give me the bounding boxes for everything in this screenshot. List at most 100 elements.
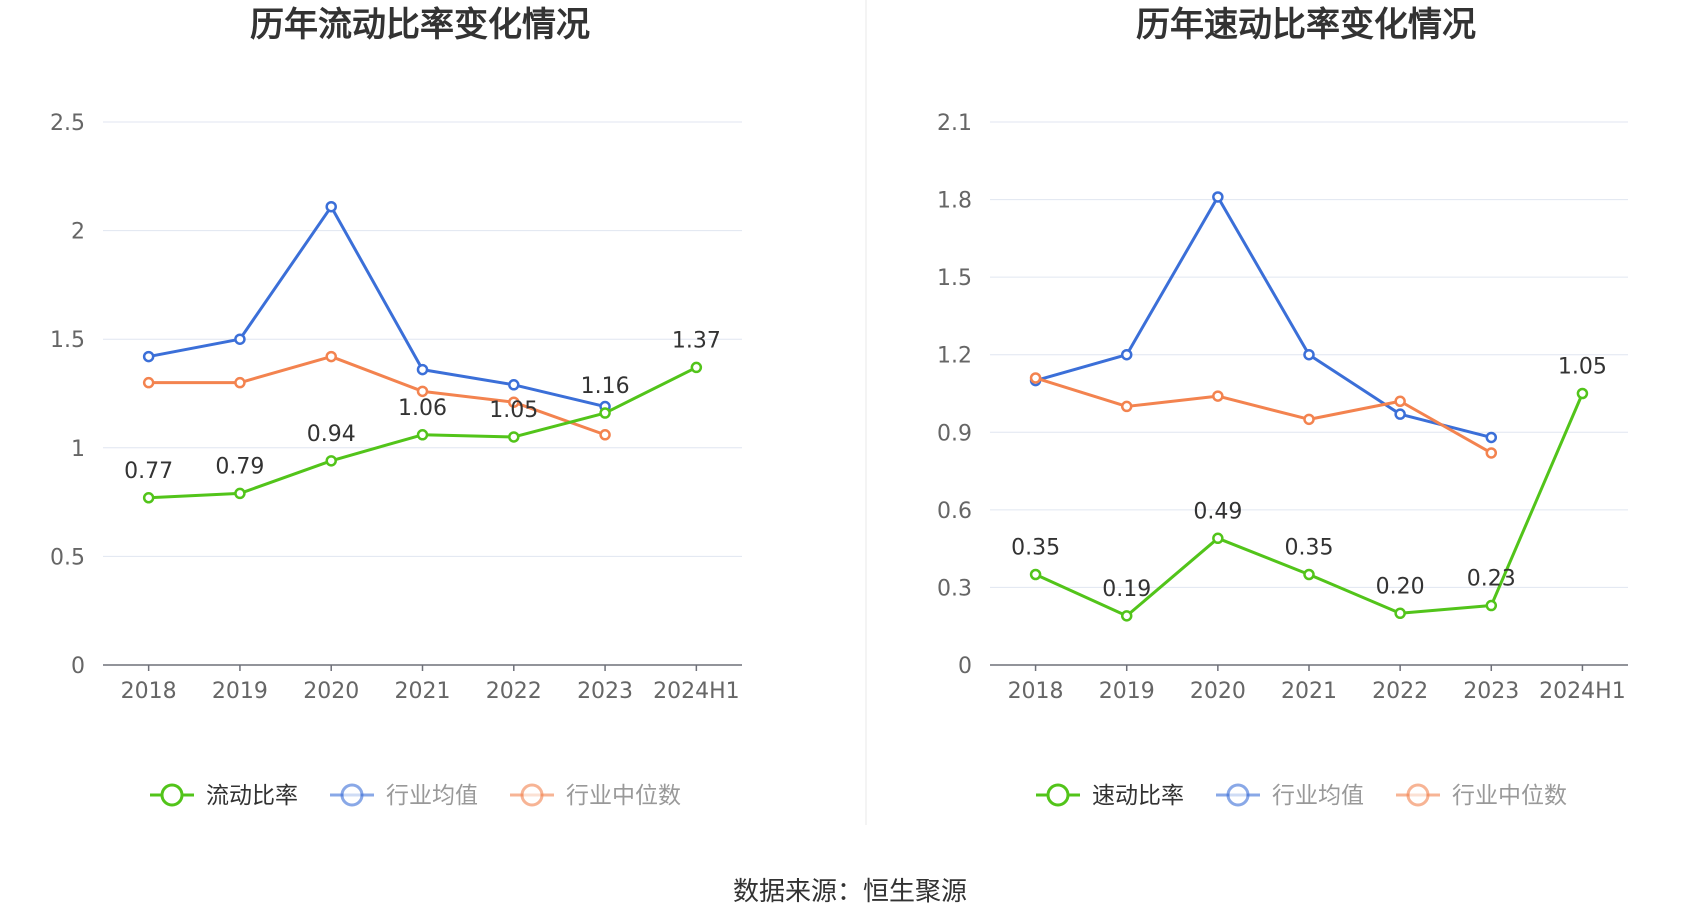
data-point xyxy=(142,492,155,504)
y-tick-label: 0 xyxy=(958,654,972,679)
legend-item-label[interactable]: 流动比率 xyxy=(206,783,298,809)
y-tick-label: 0.3 xyxy=(937,576,972,601)
legend-item-label[interactable]: 行业均值 xyxy=(1272,783,1364,809)
data-point xyxy=(508,431,520,443)
data-point xyxy=(142,376,155,389)
x-tick-label: 2018 xyxy=(121,679,177,704)
data-label: 0.19 xyxy=(1102,577,1151,602)
x-tick-label: 2022 xyxy=(486,679,542,704)
data-point xyxy=(1303,413,1315,426)
y-tick-label: 0.6 xyxy=(937,499,972,524)
y-tick-label: 0.5 xyxy=(50,545,85,570)
x-tick-label: 2024H1 xyxy=(1539,679,1626,704)
data-point xyxy=(1120,610,1133,622)
data-point xyxy=(1212,532,1224,545)
data-label: 1.37 xyxy=(672,328,721,353)
legend-item-label[interactable]: 行业中位数 xyxy=(1452,783,1567,809)
x-tick-label: 2019 xyxy=(212,679,268,704)
legend-marker-icon[interactable] xyxy=(520,783,544,807)
data-point xyxy=(1303,348,1315,361)
data-point xyxy=(1212,390,1224,402)
legend-item-label[interactable]: 速动比率 xyxy=(1092,783,1184,809)
data-point xyxy=(1394,395,1406,408)
data-point xyxy=(416,363,429,376)
data-point xyxy=(508,379,520,391)
data-point xyxy=(142,350,155,363)
data-point xyxy=(1303,568,1315,581)
data-label: 0.94 xyxy=(307,422,356,447)
legend-item-label[interactable]: 行业均值 xyxy=(386,783,478,809)
data-label: 1.16 xyxy=(581,374,630,399)
data-point xyxy=(690,361,703,374)
x-tick-label: 2019 xyxy=(1099,679,1155,704)
x-tick-label: 2023 xyxy=(1463,679,1519,704)
x-tick-label: 2021 xyxy=(395,679,451,704)
series-line xyxy=(1035,195,1492,439)
data-label: 0.77 xyxy=(124,459,173,484)
data-source-text: 数据来源：恒生聚源 xyxy=(733,877,967,907)
y-tick-label: 2 xyxy=(71,220,85,245)
data-label: 0.35 xyxy=(1011,536,1060,561)
data-point xyxy=(325,200,337,213)
data-label: 1.06 xyxy=(398,396,447,421)
data-point xyxy=(325,350,337,363)
x-tick-label: 2018 xyxy=(1008,679,1064,704)
data-point xyxy=(1394,408,1406,420)
y-tick-label: 1.5 xyxy=(937,266,972,291)
data-point xyxy=(1394,607,1406,620)
data-point xyxy=(234,487,246,500)
data-point xyxy=(1029,372,1042,384)
legend-marker-icon[interactable] xyxy=(1406,783,1430,807)
y-tick-label: 0 xyxy=(71,654,85,679)
data-point xyxy=(1576,387,1589,400)
x-tick-label: 2020 xyxy=(303,679,359,704)
right-chart-panel: 历年速动比率变化情况 0 0.3 0.6 0.9 1.2 1.5 1.8 2.1 2018 2019… xyxy=(937,5,1628,809)
data-point xyxy=(599,429,611,441)
y-tick-label: 1.5 xyxy=(50,328,85,353)
y-tick-label: 0.9 xyxy=(937,421,972,446)
legend-marker-icon[interactable] xyxy=(1226,783,1250,807)
y-tick-label: 2.5 xyxy=(50,111,85,136)
x-tick-label: 2020 xyxy=(1190,679,1246,704)
data-point xyxy=(508,396,520,408)
legend-marker-icon[interactable] xyxy=(340,783,364,807)
y-tick-label: 1.2 xyxy=(937,344,972,369)
data-point xyxy=(1120,348,1133,361)
data-label: 0.49 xyxy=(1193,499,1242,524)
data-point xyxy=(1120,400,1133,413)
data-label: 0.23 xyxy=(1467,567,1516,592)
y-tick-label: 2.1 xyxy=(937,111,972,136)
data-point xyxy=(416,385,429,398)
data-label: 0.20 xyxy=(1376,574,1425,599)
data-point xyxy=(325,455,337,467)
data-label: 0.79 xyxy=(215,454,264,479)
data-point xyxy=(234,376,246,389)
legend-marker-icon[interactable] xyxy=(1046,783,1070,807)
data-point xyxy=(234,333,246,345)
data-label: 1.05 xyxy=(489,398,538,423)
y-tick-label: 1.8 xyxy=(937,189,972,214)
data-point xyxy=(1485,447,1498,459)
series-line xyxy=(148,355,606,437)
data-label: 0.35 xyxy=(1285,536,1334,561)
chart-title: 历年速动比率变化情况 xyxy=(1136,5,1476,45)
y-tick-label: 1 xyxy=(71,437,85,462)
series-line xyxy=(1035,376,1493,455)
data-point xyxy=(599,407,611,419)
data-point xyxy=(1485,599,1498,612)
x-tick-label: 2021 xyxy=(1281,679,1337,704)
data-point xyxy=(1212,191,1224,203)
series-line xyxy=(148,205,606,408)
legend-item-label[interactable]: 行业中位数 xyxy=(566,783,681,809)
data-point xyxy=(1029,568,1042,581)
x-tick-label: 2022 xyxy=(1372,679,1428,704)
data-label: 1.05 xyxy=(1558,355,1607,380)
data-point xyxy=(1485,431,1498,444)
x-tick-label: 2023 xyxy=(577,679,633,704)
legend-marker-icon[interactable] xyxy=(160,783,184,807)
data-point xyxy=(416,429,429,441)
left-chart-panel: 历年流动比率变化情况 0 0.5 1 1.5 2 2.5 2018 2019 2020 2021 20… xyxy=(50,5,742,809)
chart-title: 历年流动比率变化情况 xyxy=(250,5,590,45)
x-tick-label: 2024H1 xyxy=(653,679,740,704)
